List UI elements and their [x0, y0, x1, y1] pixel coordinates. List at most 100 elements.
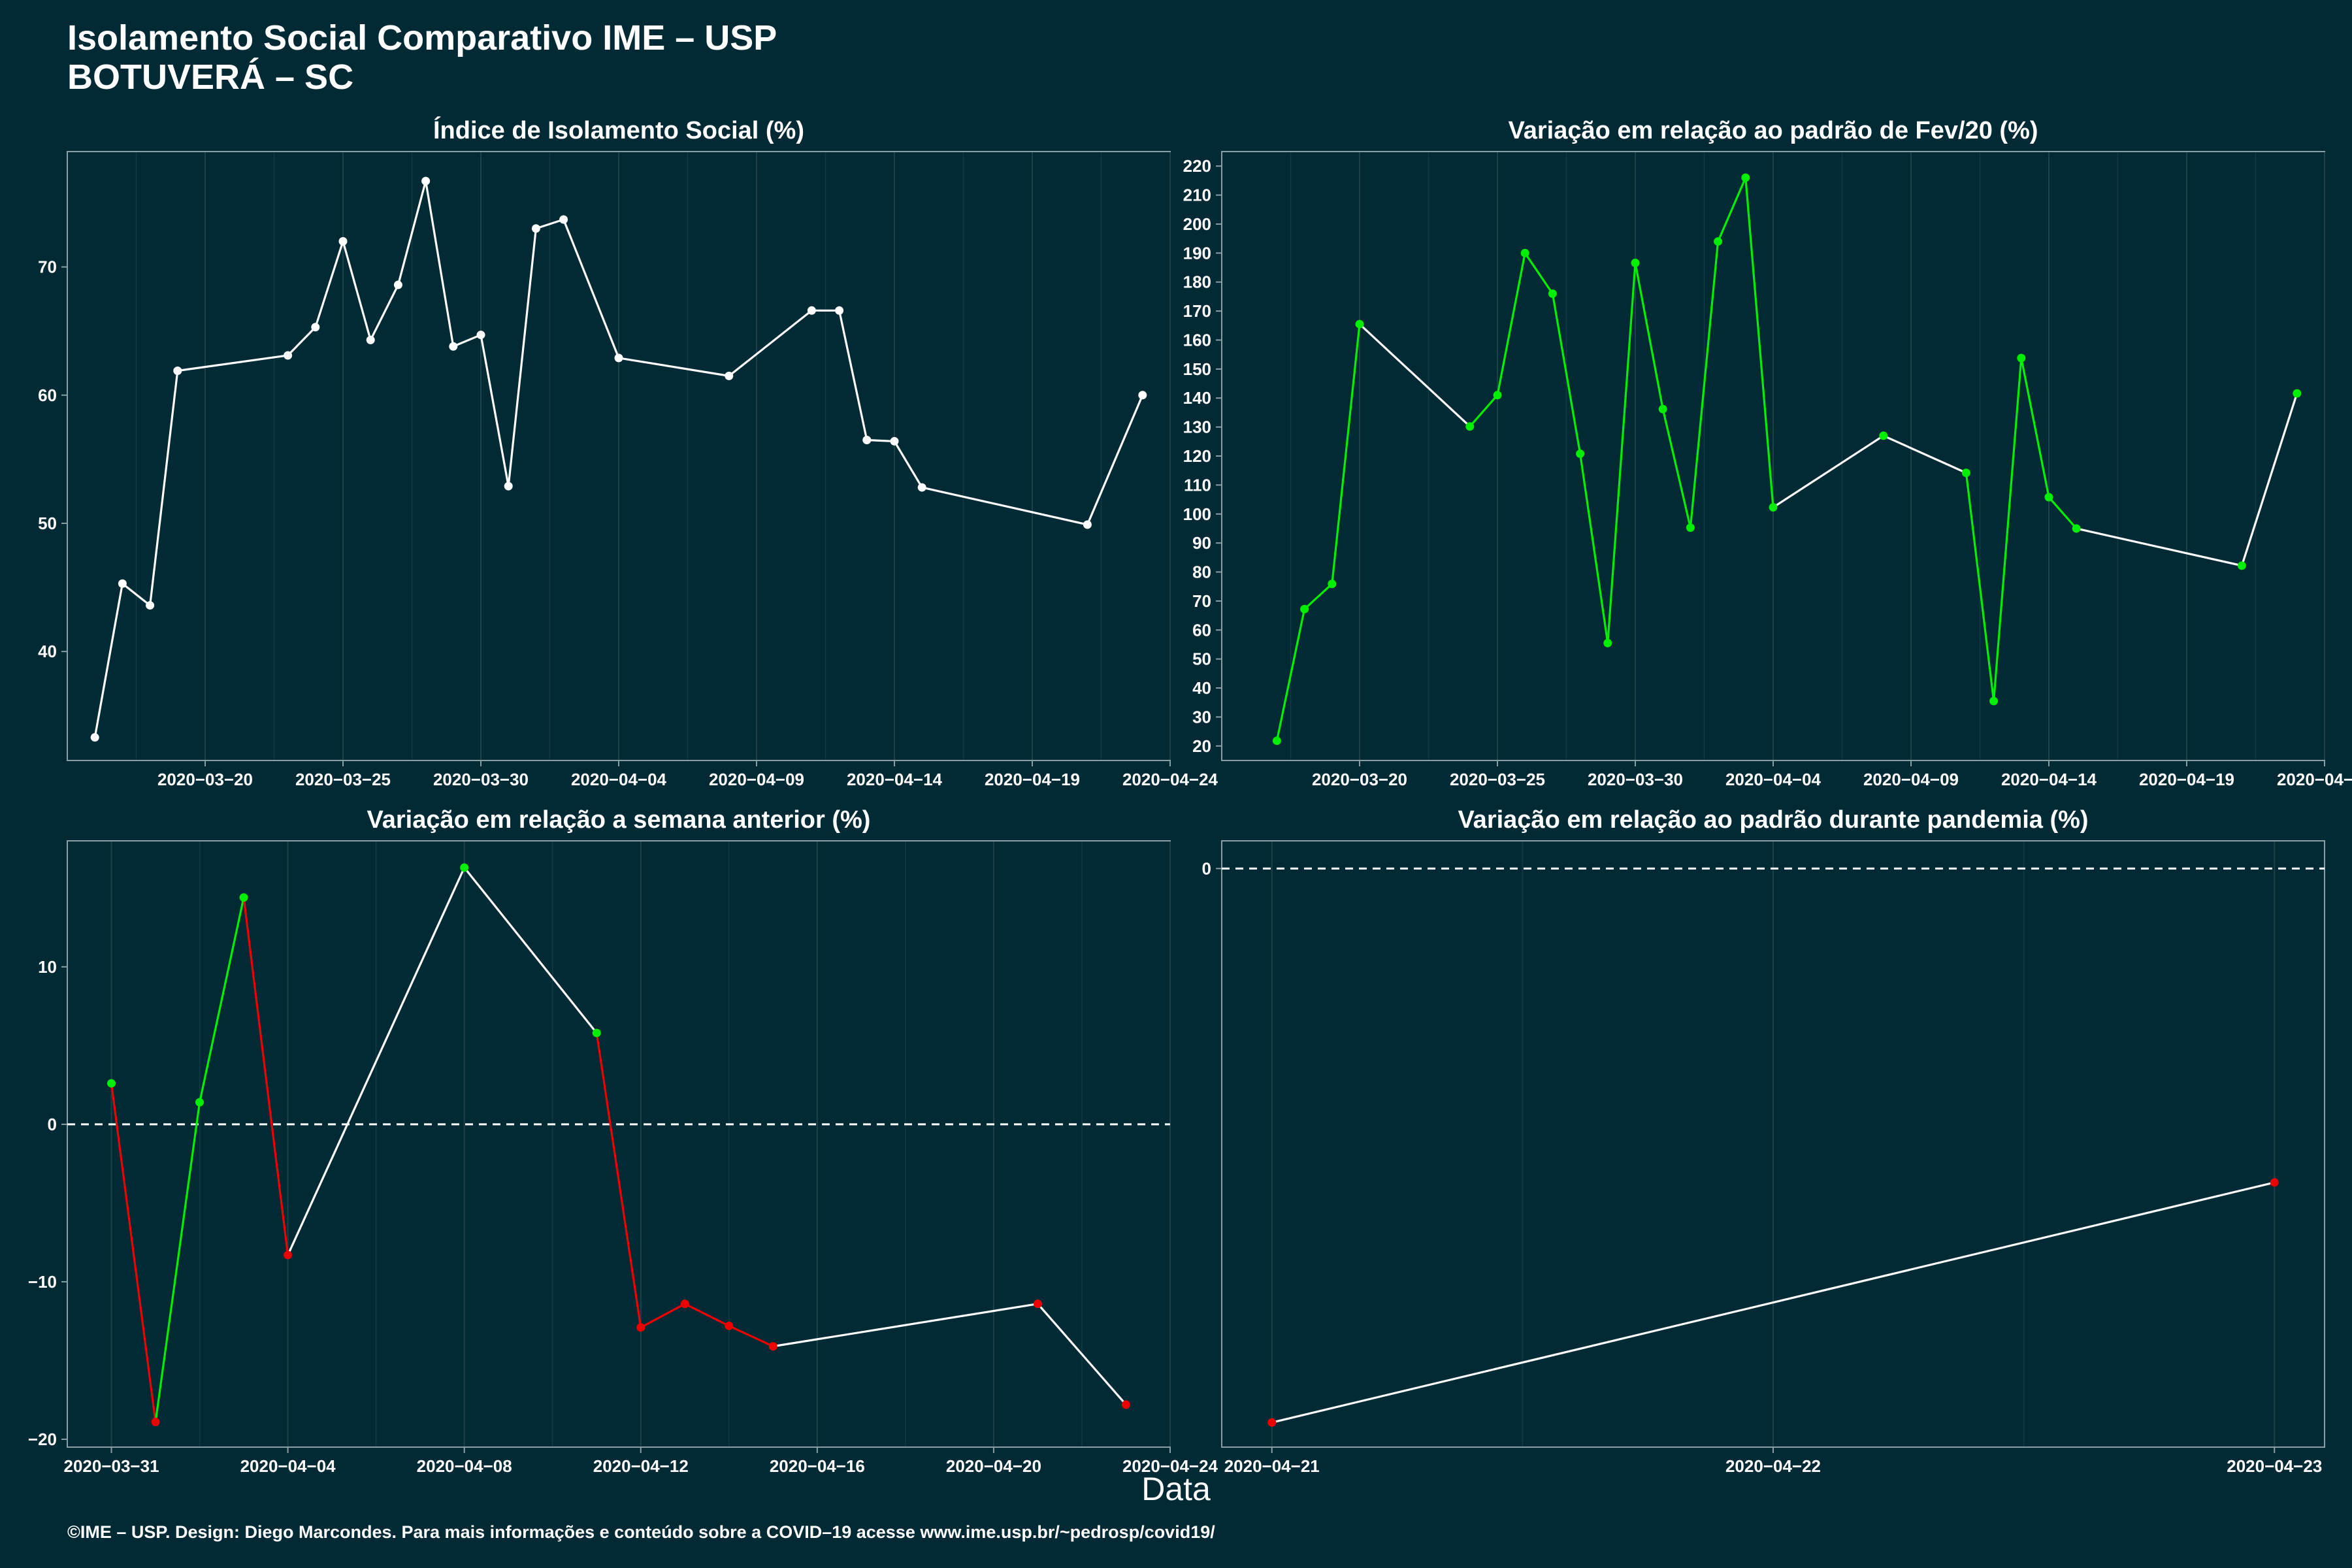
series-segment: [1551, 292, 1582, 455]
data-point: [1300, 604, 1309, 613]
x-tick-label: 2020−04−19: [2139, 770, 2234, 789]
data-point: [173, 367, 182, 376]
series-segment: [463, 866, 598, 1034]
series-segment: [1993, 357, 2023, 702]
series-segment: [893, 440, 923, 489]
series-segment: [369, 284, 400, 342]
data-point: [239, 893, 248, 902]
series-segment: [1717, 176, 1747, 243]
chart-title: Variação em relação a semana anterior (%…: [367, 806, 871, 834]
data-point: [1272, 736, 1281, 745]
y-tick-label: 60: [1192, 620, 1211, 640]
x-tick-label: 2020−04−23: [2227, 1456, 2322, 1476]
data-point: [107, 1079, 116, 1088]
series-segment: [1303, 583, 1333, 610]
series-segment: [1275, 608, 1306, 742]
data-point: [2237, 561, 2246, 570]
series-segment: [1772, 434, 1885, 509]
y-tick-label: 40: [1192, 678, 1211, 698]
y-tick-label: 60: [38, 385, 57, 405]
data-point: [1267, 1418, 1277, 1427]
y-tick-label: −20: [28, 1429, 57, 1449]
y-tick-label: 80: [1192, 563, 1211, 582]
series-segment: [1086, 394, 1144, 526]
series-segment: [342, 240, 372, 342]
data-point: [421, 176, 431, 186]
data-point: [1686, 523, 1695, 532]
data-point: [2044, 493, 2053, 502]
series-segment: [1661, 408, 1691, 529]
series-segment: [507, 227, 538, 487]
series-segment: [534, 218, 565, 230]
x-axis-caption: Data: [1141, 1471, 1211, 1507]
y-tick-label: 190: [1183, 243, 1211, 263]
y-tick-label: −10: [28, 1272, 57, 1292]
data-point: [151, 1417, 160, 1426]
series-segment: [121, 582, 152, 607]
data-point: [338, 237, 348, 246]
data-point: [1961, 468, 1970, 478]
y-tick-label: 0: [1202, 858, 1211, 878]
page-title: Isolamento Social Comparativo IME – USP: [67, 18, 777, 57]
x-tick-label: 2020−03−25: [295, 770, 391, 789]
data-point: [1520, 248, 1529, 257]
x-tick-label: 2020−04−09: [709, 770, 804, 789]
x-tick-label: 2020−04−04: [571, 770, 667, 789]
series-segment: [314, 240, 344, 329]
series-segment: [242, 896, 289, 1256]
series-segment: [866, 438, 896, 443]
series-segment: [480, 333, 510, 487]
data-point: [1121, 1400, 1130, 1409]
data-point: [2270, 1178, 2279, 1187]
data-point: [1879, 431, 1888, 440]
data-point: [311, 323, 320, 332]
data-point: [680, 1299, 689, 1309]
series-segment: [838, 309, 868, 442]
chart-title: Variação em relação ao padrão durante pa…: [1458, 806, 2088, 834]
y-tick-label: 150: [1183, 359, 1211, 379]
chart-panel-4: Variação em relação ao padrão durante pa…: [1202, 806, 2325, 1476]
data-point: [592, 1028, 601, 1037]
data-point: [1083, 520, 1092, 529]
data-point: [504, 482, 513, 491]
y-tick-label: 70: [1192, 591, 1211, 611]
series-segment: [640, 1303, 686, 1329]
data-point: [725, 371, 734, 380]
y-tick-label: 210: [1183, 186, 1211, 205]
series-segment: [176, 354, 289, 372]
y-tick-label: 200: [1183, 214, 1211, 234]
y-tick-label: 130: [1183, 417, 1211, 437]
series-segment: [728, 309, 813, 377]
series-segment: [287, 326, 317, 357]
data-point: [2072, 524, 2081, 533]
x-tick-label: 2020−04−12: [593, 1456, 689, 1476]
data-point: [1493, 391, 1502, 400]
series-segment: [110, 1082, 157, 1424]
y-tick-label: 90: [1192, 533, 1211, 553]
data-point: [1769, 503, 1778, 512]
x-tick-label: 2020−03−30: [1588, 770, 1683, 789]
x-tick-label: 2020−03−20: [157, 770, 253, 789]
title-block: Isolamento Social Comparativo IME – USP …: [67, 18, 777, 97]
data-point: [890, 436, 899, 446]
y-tick-label: 140: [1183, 388, 1211, 408]
data-point: [725, 1321, 734, 1330]
data-point: [614, 353, 623, 363]
series-segment: [772, 1303, 1039, 1348]
data-point: [1033, 1299, 1042, 1309]
data-point: [1138, 391, 1147, 400]
series-segment: [2240, 392, 2298, 567]
chart-panel-3: Variação em relação a semana anterior (%…: [28, 806, 1218, 1476]
y-tick-label: 70: [38, 257, 57, 277]
x-tick-label: 2020−04−21: [1224, 1456, 1320, 1476]
x-tick-label: 2020−04−14: [2001, 770, 2097, 789]
y-tick-label: 220: [1183, 156, 1211, 176]
data-point: [1741, 173, 1750, 182]
data-point: [284, 1250, 293, 1260]
series-segment: [397, 180, 427, 286]
data-point: [559, 215, 568, 224]
series-segment: [1358, 323, 1471, 428]
series-segment: [562, 218, 620, 359]
series-segment: [1496, 252, 1526, 397]
